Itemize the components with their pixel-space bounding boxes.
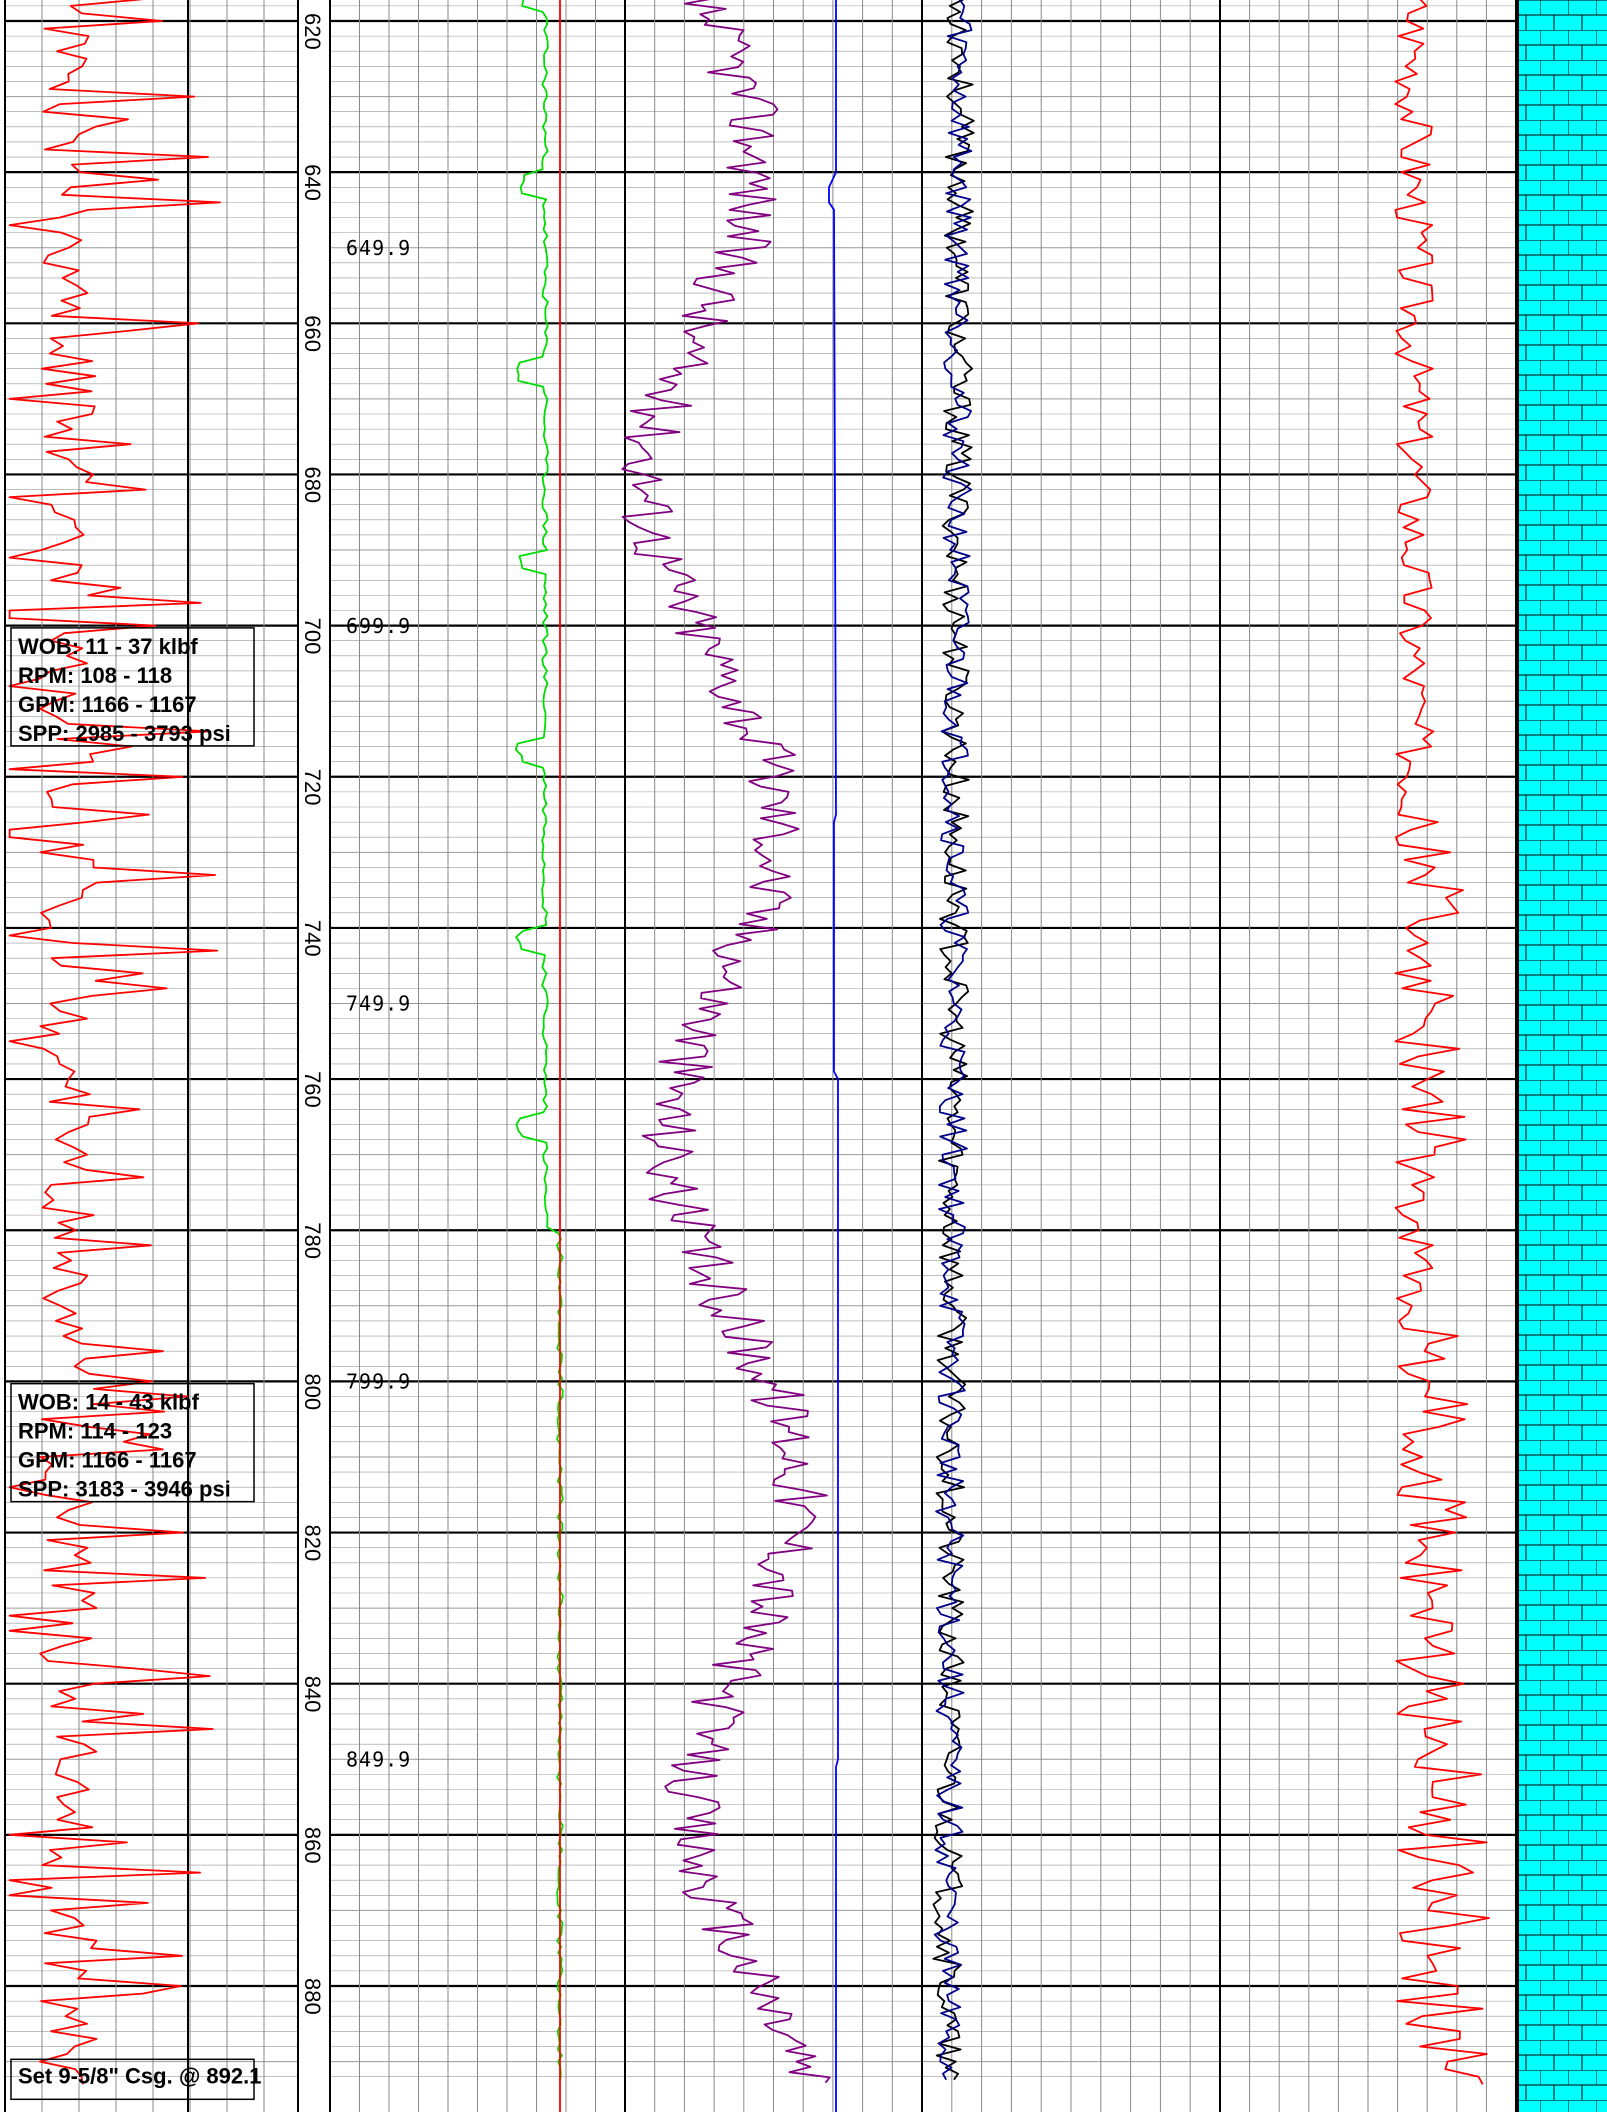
depth-tick-label: 780 [300, 1222, 325, 1259]
log-curves [8, 0, 1490, 2112]
depth-labels: 620 640 660 680 700 720 740 760 780 800 820 840 860 8… [300, 13, 411, 2015]
parameter-line: GPM: 1166 - 1167 [18, 1448, 197, 1473]
depth-tick-label: 800 [300, 1373, 325, 1410]
parameter-box [10, 1382, 255, 1503]
depth-tick-label: 760 [300, 1071, 325, 1108]
series-curve [514, 0, 564, 2080]
depth-tick-label: 620 [300, 13, 325, 50]
depth-tick-label: 660 [300, 315, 325, 352]
depth-tick-label: 680 [300, 466, 325, 503]
casing-note: Set 9-5/8" Csg. @ 892.1 [18, 2063, 261, 2088]
depth-marker-label: 799.9 [346, 1370, 411, 1394]
parameter-line: SPP: 3183 - 3946 psi [18, 1477, 231, 1502]
series-curve [8, 0, 221, 2085]
depth-marker-label: 649.9 [346, 236, 411, 260]
parameter-box [10, 627, 255, 747]
depth-marker-label: 699.9 [346, 614, 411, 638]
depth-tick-label: 740 [300, 920, 325, 957]
depth-tick-label: 720 [300, 769, 325, 806]
limestone-column [1518, 0, 1607, 2112]
depth-tick-label: 840 [300, 1676, 325, 1713]
chart-grid [4, 0, 1517, 2112]
parameter-line: SPP: 2985 - 3793 psi [18, 721, 231, 746]
casing-box [10, 2058, 255, 2101]
series-curve [828, 0, 839, 2112]
lithology-column [1517, 0, 1607, 2112]
depth-marker-label: 749.9 [346, 992, 411, 1016]
series-curve [1394, 0, 1490, 2085]
depth-tick-label: 860 [300, 1827, 325, 1864]
parameter-line: GPM: 1166 - 1167 [18, 692, 197, 717]
parameter-line: WOB: 14 - 43 klbf [18, 1390, 200, 1415]
parameter-line: WOB: 11 - 37 klbf [18, 634, 198, 659]
depth-tick-label: 700 [300, 618, 325, 655]
depth-tick-label: 880 [300, 1978, 325, 2015]
depth-tick-label: 820 [300, 1525, 325, 1562]
parameter-line: RPM: 108 - 118 [18, 663, 172, 688]
series-curve [933, 0, 973, 2081]
parameter-boxes: WOB: 11 - 37 klbf RPM: 108 - 118 GPM: 1166… [10, 627, 261, 2101]
depth-marker-label: 849.9 [346, 1748, 411, 1772]
depth-tick-label: 640 [300, 164, 325, 201]
parameter-line: RPM: 114 - 123 [18, 1419, 172, 1444]
series-curve [621, 0, 831, 2084]
